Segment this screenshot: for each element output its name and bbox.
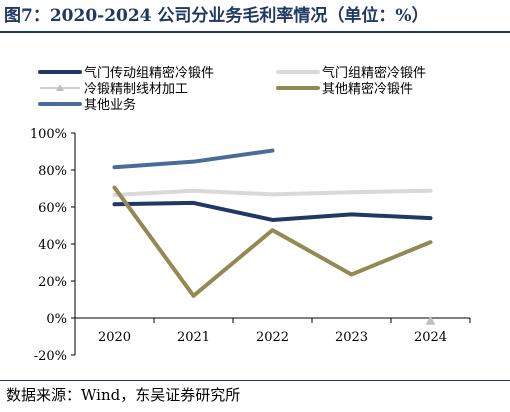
x-tick-label: 2022 xyxy=(256,330,289,345)
y-tick-label: 60% xyxy=(38,201,67,216)
x-tick-label: 2021 xyxy=(177,330,210,345)
x-tick-label: 2023 xyxy=(335,330,368,345)
y-tick-label: 0% xyxy=(46,312,67,327)
legend-label: 冷锻精制线材加工 xyxy=(84,82,188,97)
y-tick-label: -20% xyxy=(34,349,67,364)
series-line-4 xyxy=(112,185,433,298)
source-divider xyxy=(0,380,510,381)
chart-axes: -20% 0% 20% 40% 60% 80% 100% 2020 2021 2022 2023 20… xyxy=(30,127,471,364)
series-line-5 xyxy=(112,148,275,170)
legend-label: 气门传动组精密冷锻件 xyxy=(84,65,214,81)
x-tick-label: 2024 xyxy=(414,330,447,345)
legend-label: 其他业务 xyxy=(84,97,136,113)
legend-label: 气门组精密冷锻件 xyxy=(322,65,426,81)
y-tick-label: 40% xyxy=(38,238,67,253)
legend-label: 其他精密冷锻件 xyxy=(322,81,413,97)
series-line-1 xyxy=(112,200,433,222)
series-point-3 xyxy=(425,315,436,325)
legend-swatch-marker xyxy=(56,84,64,91)
title-divider xyxy=(0,31,510,33)
figure-source: 数据来源：Wind，东吴证券研究所 xyxy=(6,386,241,404)
figure-title: 图7：2020-2024 公司分业务毛利率情况（单位：%） xyxy=(4,6,429,26)
chart-plot-area xyxy=(112,148,436,325)
series-line-2 xyxy=(112,188,433,197)
y-tick-label: 20% xyxy=(38,275,67,290)
y-tick-label: 80% xyxy=(38,164,67,179)
y-tick-label: 100% xyxy=(30,127,67,142)
x-tick-label: 2020 xyxy=(98,330,131,345)
